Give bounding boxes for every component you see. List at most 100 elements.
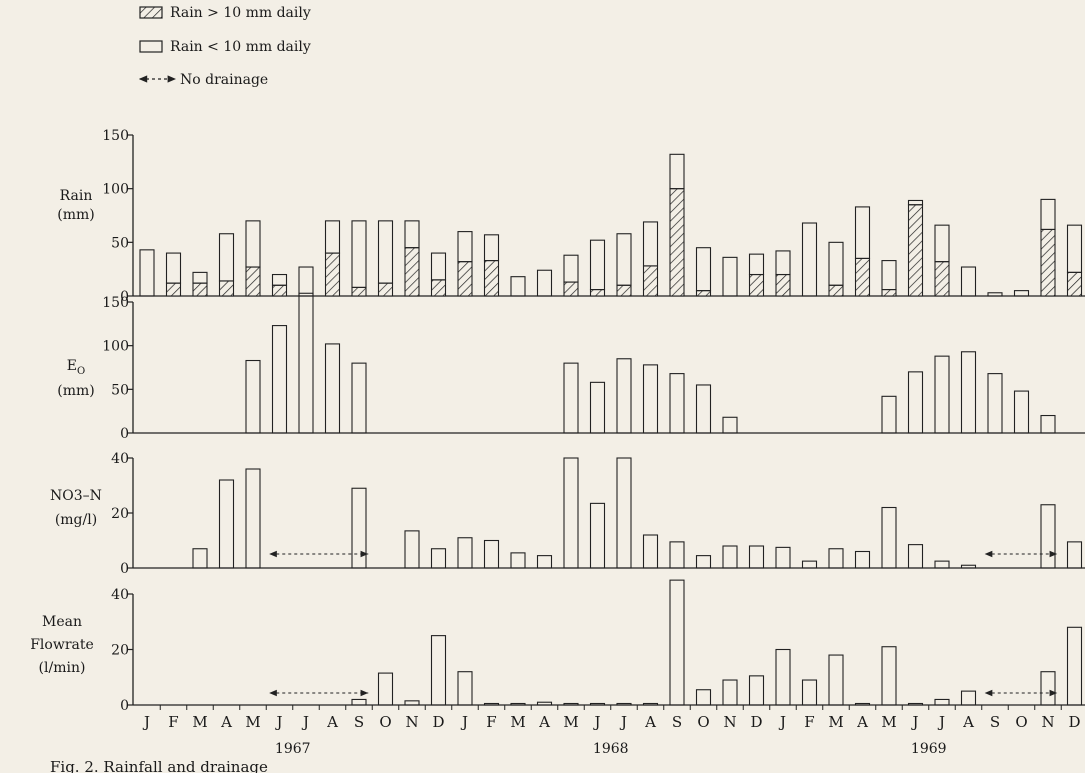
- month-label: D: [750, 713, 762, 731]
- figure-caption: Fig. 2. Rainfall and drainage: [50, 758, 268, 773]
- rain-heavy-bar: [828, 284, 844, 297]
- bar: [881, 506, 897, 569]
- bar: [377, 672, 394, 706]
- rain-light-bar: [589, 239, 606, 291]
- panel-1: 0 50 100 150 EO (mm): [57, 292, 1085, 442]
- bar: [616, 457, 632, 569]
- rain-light-bar: [934, 224, 950, 263]
- y-axis-label: (mm): [57, 207, 94, 223]
- month-label: S: [354, 713, 364, 731]
- bar: [245, 359, 261, 434]
- legend-label: Rain > 10 mm daily: [170, 5, 311, 21]
- y-axis-label: (l/min): [39, 660, 86, 676]
- bar: [801, 679, 818, 706]
- month-label: J: [274, 713, 282, 731]
- bar: [881, 646, 897, 706]
- rain-light-bar: [722, 256, 738, 297]
- y-tick-label: 150: [102, 295, 129, 311]
- bar: [748, 545, 765, 569]
- rain-heavy-bar: [245, 266, 261, 297]
- bar: [907, 544, 924, 569]
- bar: [589, 381, 606, 434]
- bar: [801, 560, 818, 569]
- rain-heavy-bar: [881, 289, 897, 297]
- month-label: O: [379, 713, 391, 731]
- bar: [483, 702, 500, 706]
- y-tick-label: 100: [102, 339, 129, 355]
- rain-heavy-bar: [430, 279, 447, 297]
- bar: [881, 395, 897, 434]
- bar: [934, 698, 950, 706]
- y-tick-label: 0: [120, 698, 129, 714]
- bar: [1066, 541, 1083, 569]
- rain-light-bar: [192, 271, 208, 284]
- rain-heavy-bar: [1066, 271, 1083, 297]
- month-label: J: [937, 713, 945, 731]
- month-label: J: [460, 713, 468, 731]
- bar: [828, 548, 844, 569]
- bar: [987, 373, 1003, 434]
- bar: [351, 698, 367, 706]
- month-label: J: [301, 713, 309, 731]
- month-label: F: [486, 713, 496, 731]
- bar: [298, 292, 314, 434]
- bar: [722, 679, 738, 706]
- bar: [1040, 504, 1056, 569]
- rain-light-bar: [536, 269, 553, 297]
- panel-2: 0 20 40 NO3–N (mg/l): [50, 451, 1085, 577]
- bar: [192, 548, 208, 569]
- bar: [642, 534, 659, 569]
- rain-heavy-bar: [271, 284, 288, 297]
- rain-heavy-bar: [1040, 228, 1056, 297]
- bar: [351, 487, 367, 569]
- rain-heavy-bar: [351, 286, 367, 297]
- bar: [775, 648, 791, 706]
- year-label: 1967: [275, 741, 311, 757]
- bar: [510, 702, 526, 706]
- rain-light-bar: [669, 153, 685, 190]
- bar: [907, 371, 924, 434]
- y-axis-label: Flowrate: [30, 637, 94, 653]
- y-axis-label: Mean: [42, 614, 82, 630]
- bar: [669, 541, 685, 569]
- bar: [563, 702, 579, 706]
- y-tick-label: 0: [120, 561, 129, 577]
- rain-light-bar: [616, 233, 632, 286]
- month-label: S: [672, 713, 682, 731]
- rain-light-bar: [828, 241, 844, 286]
- rain-heavy-bar: [589, 289, 606, 297]
- month-label: F: [804, 713, 814, 731]
- bar: [430, 548, 447, 569]
- year-label: 1968: [593, 741, 629, 757]
- month-label: N: [723, 713, 736, 731]
- rain-light-bar: [324, 220, 341, 254]
- bar: [271, 325, 288, 434]
- y-tick-label: 20: [111, 643, 129, 659]
- bar: [404, 700, 420, 706]
- rain-light-bar: [510, 276, 526, 297]
- y-tick-label: 40: [111, 451, 129, 467]
- y-tick-label: 20: [111, 506, 129, 522]
- month-label: J: [142, 713, 150, 731]
- y-axis-label: (mm): [57, 383, 94, 399]
- bar: [589, 702, 606, 706]
- rain-heavy-bar: [775, 273, 791, 297]
- rain-light-bar: [748, 253, 765, 276]
- rain-light-bar: [960, 266, 977, 297]
- y-axis-label: EO: [67, 358, 85, 377]
- rain-heavy-bar: [324, 252, 341, 297]
- bar: [1066, 626, 1083, 706]
- bar: [563, 362, 579, 434]
- bar: [775, 546, 791, 569]
- bar: [616, 358, 632, 434]
- bar: [218, 479, 235, 569]
- bar: [722, 545, 738, 569]
- rain-light-bar: [801, 222, 818, 297]
- rain-light-bar: [881, 260, 897, 291]
- month-label: D: [1068, 713, 1080, 731]
- rain-light-bar: [377, 220, 394, 284]
- rain-heavy-bar: [748, 273, 765, 297]
- bar: [642, 702, 659, 706]
- rain-light-bar: [404, 220, 420, 249]
